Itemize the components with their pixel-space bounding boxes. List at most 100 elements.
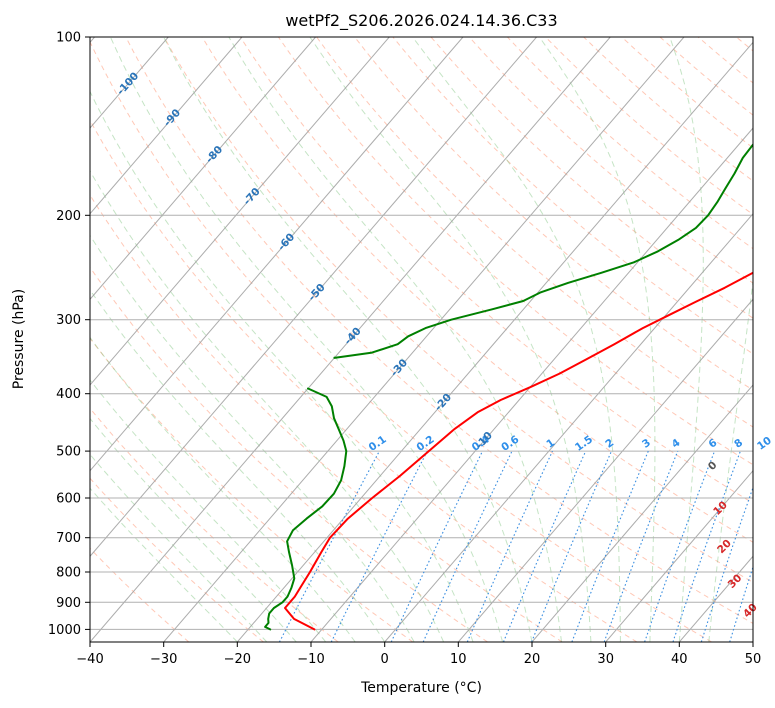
dry-adiabat-line [316, 37, 753, 428]
mixing-ratio-line [422, 450, 513, 642]
dry-adiabat-line [90, 40, 712, 642]
x-axis-ticks: −40 −30 −20 −10 0 10 20 30 40 50 [76, 642, 761, 667]
y-tick-label: 900 [56, 596, 81, 611]
theta-label: 20 [715, 537, 734, 556]
dry-adiabat-line [239, 37, 753, 504]
mixing-ratio-line [502, 450, 587, 642]
y-tick-label: 100 [56, 31, 81, 46]
mixing-ratio-line [531, 450, 613, 642]
dry-adiabat-line [545, 37, 753, 216]
dry-adiabat-line [90, 477, 264, 642]
x-tick-label: −40 [76, 652, 103, 667]
moist-adiabat-line [90, 90, 474, 642]
moist-adiabat-line [90, 169, 445, 642]
theta-label: 0 [706, 459, 720, 473]
isotherm-label: -60 [276, 231, 298, 253]
isotherm-label: -40 [342, 325, 364, 347]
dry-adiabat-line [468, 37, 753, 284]
isotherm-line [90, 37, 611, 642]
moist-adiabat-line [538, 37, 656, 642]
plot-frame [89, 36, 754, 643]
x-tick-label: 30 [597, 652, 614, 667]
dewpoint-profile-line [333, 143, 753, 359]
mixing-ratio-line [700, 486, 753, 642]
temperature-profile-line [284, 271, 753, 631]
theta-label: 30 [726, 572, 745, 591]
dry-adiabat-line [583, 37, 753, 182]
isotherm-line [236, 41, 753, 642]
dry-adiabat-line [90, 337, 414, 642]
x-tick-label: 20 [524, 652, 541, 667]
isotherm-label: -20 [432, 391, 454, 413]
x-tick-label: 0 [381, 652, 389, 667]
x-axis-label: Temperature (°C) [360, 680, 482, 696]
isotherm-label: -70 [241, 186, 263, 208]
moist-adiabat-line [669, 37, 704, 642]
x-tick-label: −30 [150, 652, 177, 667]
y-tick-label: 700 [56, 531, 81, 546]
dry-adiabat-line [354, 37, 753, 391]
isotherm-line [605, 469, 753, 642]
isotherm-line [90, 37, 464, 472]
moist-adiabat-line [228, 37, 562, 642]
isotherm-line [457, 298, 753, 642]
mixing-ratio-label: 3 [640, 437, 653, 451]
dry-adiabat-line [430, 37, 753, 319]
mixing-ratio-line [729, 565, 753, 642]
mixing-ratio-label: 6 [706, 437, 719, 451]
mixing-ratio-label: 4 [670, 437, 683, 451]
y-tick-label: 800 [56, 566, 81, 581]
moist-adiabat-line [90, 417, 297, 642]
dry-adiabat-line [201, 37, 753, 543]
y-axis-label: Pressure (hPa) [11, 289, 27, 389]
moist-adiabat-line [708, 276, 753, 642]
mixing-ratio-line [466, 450, 553, 642]
y-tick-label: 500 [56, 445, 81, 460]
isotherm-line [310, 127, 753, 642]
moist-adiabat-line [109, 37, 503, 642]
isotherm-label: -50 [306, 282, 328, 304]
dry-adiabat-line [163, 37, 753, 583]
mixing-ratio-line [278, 450, 380, 642]
x-tick-label: 40 [671, 652, 688, 667]
moist-adiabat-line [163, 37, 533, 642]
x-tick-label: 10 [450, 652, 467, 667]
mixing-ratio-line [758, 451, 775, 642]
y-tick-label: 400 [56, 387, 81, 402]
moist-adiabat-line [90, 336, 356, 642]
isotherm-line [90, 37, 537, 558]
dry-adiabat-line [735, 37, 753, 52]
isotherm-line [90, 37, 390, 386]
dewpoint-profile-line [264, 387, 348, 631]
isotherm-line [163, 37, 685, 642]
dry-adiabat-line [90, 119, 638, 642]
isotherm-label: -80 [204, 144, 226, 166]
y-tick-label: 200 [56, 209, 81, 224]
y-tick-label: 1000 [48, 623, 81, 638]
moist-adiabat-line [90, 487, 238, 642]
moist-adiabat-line [90, 379, 327, 642]
skewt-background-lines [90, 37, 775, 642]
theta-label: 40 [741, 601, 760, 620]
isotherm-line [752, 641, 753, 642]
mixing-ratio-label: 2 [603, 437, 616, 451]
y-tick-label: 600 [56, 492, 81, 507]
mixing-ratio-line [644, 450, 716, 642]
dry-adiabat-line [392, 37, 753, 355]
isotherm-line [531, 384, 753, 642]
dry-adiabat-line [697, 37, 753, 84]
mixing-ratio-line [672, 450, 741, 642]
x-tick-label: −20 [224, 652, 251, 667]
moist-adiabat-line [90, 453, 268, 642]
isotherm-label: -30 [388, 357, 410, 379]
y-axis-ticks: 100 200 300 400 500 600 700 800 900 1000 [48, 31, 90, 638]
isotherm-label: -90 [161, 107, 183, 129]
dry-adiabat-line [507, 37, 753, 250]
dry-adiabat-line [90, 407, 339, 642]
theta-label: 10 [711, 499, 730, 518]
mixing-ratio-label: 8 [732, 437, 745, 451]
dry-adiabat-line [125, 37, 753, 624]
x-tick-label: 50 [745, 652, 762, 667]
moist-adiabat-line [412, 37, 621, 642]
mixing-ratio-line [571, 450, 649, 642]
